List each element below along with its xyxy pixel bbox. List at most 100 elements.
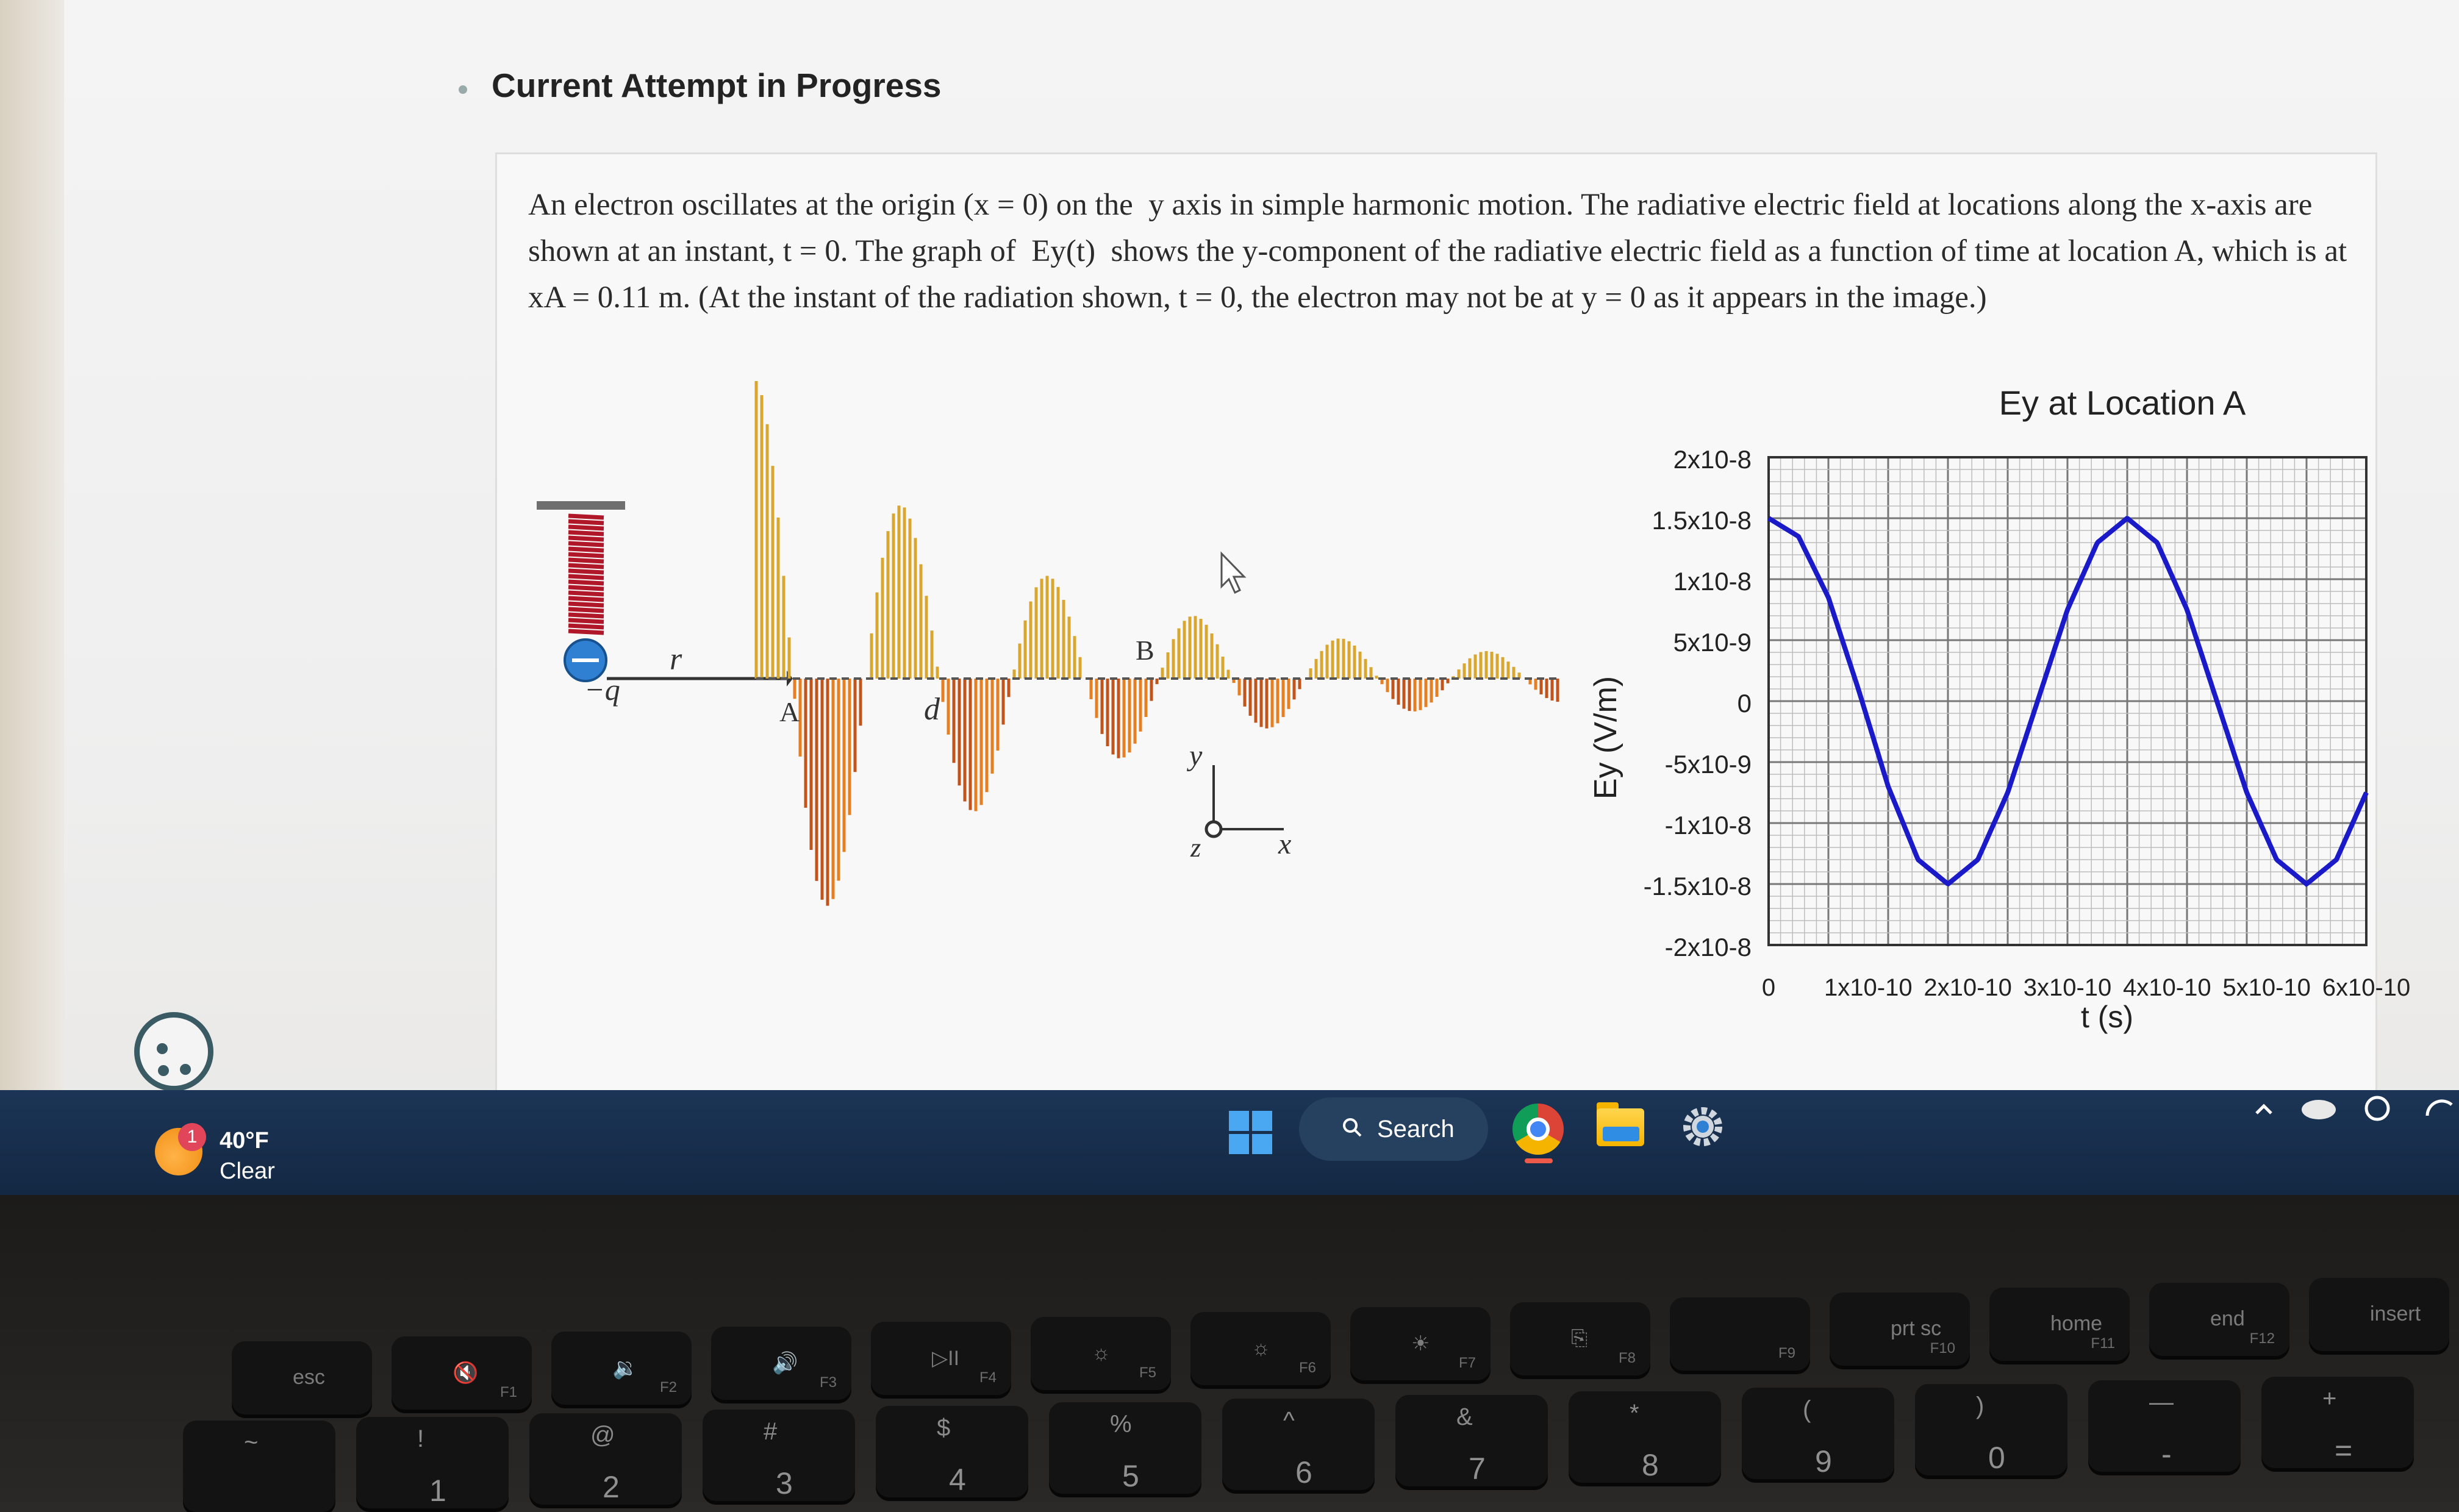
y-tick-label: 5x10-9 [1673,628,1752,657]
x-tick-label: 5x10-10 [2222,974,2311,1001]
number-key[interactable]: ~ [183,1421,335,1512]
number-key[interactable]: — - [2088,1380,2241,1472]
function-key[interactable]: 🔊 F3 [711,1327,851,1400]
search-label[interactable]: Search [1377,1116,1455,1143]
number-key[interactable]: ! 1 [356,1417,509,1508]
function-key[interactable]: F9 [1670,1297,1810,1371]
collapse-dot-icon[interactable] [459,85,467,94]
function-key[interactable]: ▷II F4 [871,1322,1011,1395]
spring-coil [568,563,604,569]
chart-title: Ey at Location A [1999,383,2246,422]
key-shift-label: ^ [1283,1407,1295,1434]
number-key[interactable]: #3 [703,1410,855,1501]
point-a-label: A [779,696,800,727]
radiation-field-wave [754,381,1559,906]
key-label: home [2050,1312,2103,1335]
function-key[interactable]: 🔇 F1 [392,1336,532,1410]
spring-coil [568,546,604,553]
function-key[interactable]: ☼ F6 [1190,1312,1331,1385]
weather-temp[interactable]: 40°F [220,1128,269,1154]
settings-gear-icon[interactable] [1678,1102,1727,1151]
windows-logo-icon [1229,1111,1249,1131]
spring-coil [568,557,604,564]
spring-coil [568,524,604,531]
key-label: ☼ [1251,1336,1271,1360]
ceiling-bar [537,501,625,510]
chart-y-axis-label: Ey (V/m) [1588,676,1623,799]
cookie-settings-button[interactable] [134,1012,213,1091]
number-key[interactable]: ^ 6 [1222,1399,1375,1490]
key-label: insert [2370,1302,2421,1325]
key-shift-label: & [1456,1403,1473,1430]
y-tick-label: 2x10-8 [1673,445,1752,474]
axis-y-label: y [1186,740,1203,772]
key-label: esc [293,1366,325,1389]
function-key[interactable]: home F11 [1989,1288,2130,1361]
chrome-active-indicator [1525,1158,1553,1163]
number-key[interactable]: * 8 [1569,1391,1721,1483]
cookie-dot [180,1064,191,1075]
key-label: prt sc [1891,1317,1942,1340]
key-sublabel: F6 [1298,1360,1316,1376]
spring-coil [568,530,604,537]
number-key[interactable]: & 7 [1395,1395,1548,1486]
function-key[interactable]: esc [232,1341,372,1414]
key-sublabel: F5 [1139,1364,1156,1381]
start-button[interactable] [1229,1111,1273,1155]
function-key[interactable]: end F12 [2149,1283,2289,1356]
wifi-icon[interactable] [2425,1099,2453,1116]
chart-plot-frame [1767,456,2368,946]
key-label: 6 [1295,1455,1312,1489]
weather-desc[interactable]: Clear [220,1158,275,1184]
spring-coil [568,601,604,608]
key-label: 7 [1469,1452,1486,1486]
spring-coil [568,552,604,558]
function-key[interactable]: 🔉 F2 [551,1332,692,1405]
taskbar-search-box[interactable] [1299,1097,1488,1161]
function-key[interactable]: ☀ F7 [1350,1307,1491,1380]
number-key[interactable]: ) 0 [1915,1384,2067,1475]
key-shift-label: — [2149,1389,2174,1416]
function-key[interactable]: prt sc F10 [1830,1293,1970,1366]
onedrive-cloud-icon[interactable] [2302,1100,2336,1119]
key-label: ☀ [1411,1332,1430,1355]
file-explorer-icon-band [1603,1127,1639,1141]
function-key[interactable]: insert [2309,1278,2449,1351]
key-label: - [2161,1437,2172,1471]
z-axis-dot [1204,820,1223,838]
number-key[interactable]: + = [2261,1377,2414,1468]
key-shift-label: ( [1803,1396,1811,1423]
key-shift-label: + [2322,1385,2337,1412]
function-key[interactable]: ⎘ F8 [1510,1302,1650,1375]
spring-coil [568,535,604,542]
mouse-cursor-icon [1220,551,1247,594]
key-label: ☼ [1092,1341,1111,1364]
key-label: 5 [1122,1459,1139,1493]
function-key[interactable]: ☼ F5 [1031,1317,1171,1390]
x-tick-label: 0 [1762,974,1775,1001]
y-tick-label: -1.5x10-8 [1644,872,1752,900]
spring-coil [568,590,604,597]
key-label: 9 [1815,1444,1832,1478]
key-shift-label: $ [937,1414,951,1441]
y-tick-label: 1x10-8 [1673,567,1752,596]
x-tick-label: 2x10-10 [1924,974,2012,1001]
chevron-up-icon[interactable] [2255,1104,2272,1114]
sync-icon[interactable] [2364,1096,2390,1121]
y-tick-label: -2x10-8 [1665,933,1752,961]
number-key[interactable]: @2 [529,1413,682,1505]
spring-coil [568,579,604,586]
spring-coil [568,629,604,635]
chart-y-ticks: 2x10-8 1.5x10-8 1x10-8 5x10-9 0 -5x10-9 -1x10-… [1644,445,1752,961]
number-key[interactable]: $4 [876,1406,1028,1497]
key-shift-label: # [764,1418,778,1445]
chart-grid [1767,456,2368,946]
key-shift-label: * [1630,1400,1639,1427]
number-key[interactable]: (9 [1742,1388,1894,1479]
series-line [1767,516,2369,887]
number-key[interactable]: % 5 [1049,1402,1201,1494]
axis-x-label: x [1278,828,1291,860]
axis-z-label: z [1190,833,1201,863]
page-heading: Current Attempt in Progress [492,66,942,104]
physics-diagram: −q r⃗ A B d y x z Ey at Location A 2x10-… [537,381,2369,1034]
